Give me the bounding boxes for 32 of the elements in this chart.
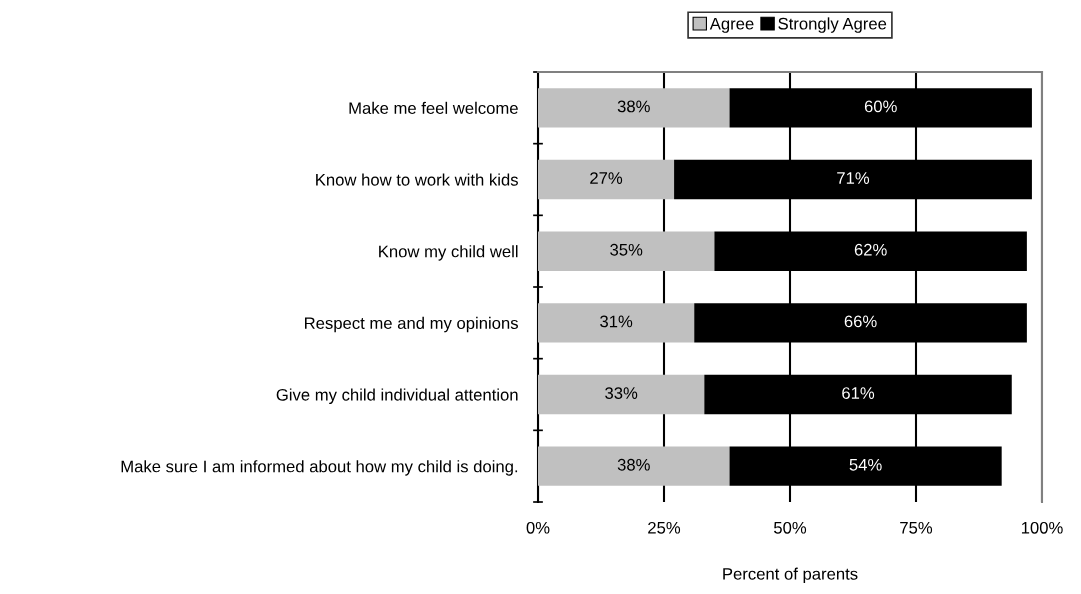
bar [538,159,675,200]
data-label: 60% [864,100,897,113]
y-tick-label: Make me feel welcome [349,101,518,115]
legend-label: Strongly Agree [778,17,887,33]
x-tick-label: 25% [648,521,681,534]
y-tick-label: Respect me and my opinions [305,316,518,333]
bar [538,88,730,128]
data-label: 38% [617,458,650,471]
data-label: 38% [617,100,650,113]
bar [538,303,695,343]
data-label: 31% [600,315,633,328]
y-tick-label: Know my child well [379,245,518,261]
data-label: 62% [854,243,887,256]
x-tick-label: 0% [526,521,550,534]
data-label: 54% [849,458,882,471]
bar [538,231,715,271]
data-label: 71% [837,172,870,184]
bar [538,446,730,486]
data-label: 66% [844,315,877,328]
x-tick-label: 50% [773,521,807,534]
data-label: 61% [842,387,875,399]
y-tick-label: Give my child individual attention [276,388,518,404]
bar [538,374,705,415]
x-tick-label: 100% [1021,521,1063,534]
y-tick-label: Know how to work with kids [316,173,518,186]
x-axis-title: Percent of parents [723,567,858,584]
legend-label: Agree [709,17,754,33]
data-label: 35% [610,243,643,256]
data-label: 27% [590,172,623,184]
y-tick-label: Make sure I am informed about how my child is doing. [121,460,518,476]
x-tick-label: 75% [900,521,933,534]
data-label: 33% [605,387,638,399]
